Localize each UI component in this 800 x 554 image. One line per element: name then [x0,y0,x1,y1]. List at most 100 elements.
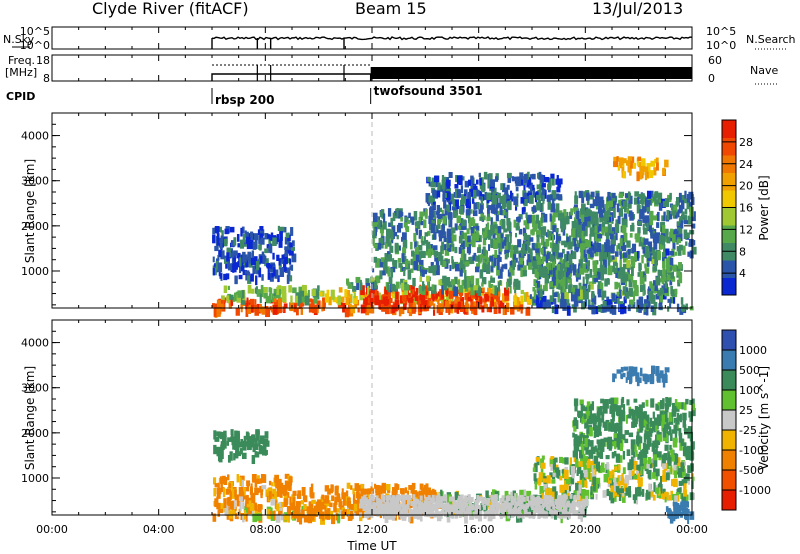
data-cell [236,294,241,303]
data-cell [662,261,666,272]
data-cell [642,284,646,291]
ground-scatter-cell [500,502,504,508]
data-cell [587,284,591,293]
colorbar-tick-label: 24 [739,158,753,171]
data-cell [455,174,459,183]
data-cell [224,505,229,515]
data-cell [649,199,653,206]
data-cell [430,261,434,268]
data-cell [219,273,223,279]
data-cell [419,211,423,217]
data-cell [616,422,619,429]
data-cell [212,477,217,485]
data-cell [381,482,386,491]
data-cell [622,263,628,270]
data-cell [433,175,438,183]
data-cell [630,301,636,309]
data-cell [670,465,673,475]
data-cell [538,265,542,270]
data-cell [220,503,224,510]
data-cell [325,513,329,520]
data-cell [590,282,594,290]
data-cell [419,259,424,269]
data-cell [454,246,458,254]
data-cell [458,175,463,186]
data-cell [387,297,393,304]
data-cell [407,219,411,224]
data-cell [553,491,558,499]
data-cell [534,478,540,484]
data-cell [560,257,563,263]
data-cell [342,509,347,515]
data-cell [216,446,222,457]
data-cell [612,373,617,379]
data-cell [640,464,643,475]
data-cell [542,241,548,249]
data-cell [213,430,217,440]
data-cell [212,234,216,244]
data-cell [262,255,267,262]
data-cell [317,500,321,506]
data-cell [585,253,588,263]
data-cell [228,302,233,309]
data-cell [583,407,588,412]
ground-scatter-cell [585,495,589,501]
data-cell [634,252,638,261]
data-cell [216,487,222,495]
data-cell [658,455,663,461]
data-cell [505,234,510,244]
data-cell [671,494,676,501]
data-cell [355,276,361,283]
data-cell [567,277,572,284]
data-cell [579,265,585,275]
data-cell [433,250,439,257]
data-cell [551,190,557,199]
data-cell [514,257,518,263]
ground-scatter-cell [435,495,439,501]
data-cell [536,232,541,238]
data-cell [652,251,657,259]
data-cell [225,273,230,280]
data-cell [432,265,437,276]
ground-scatter-cell [507,513,511,519]
ground-scatter-cell [488,504,492,510]
data-cell [255,275,258,286]
data-cell [475,179,479,185]
data-cell [583,414,587,419]
data-cell [611,218,614,224]
data-cell [545,238,550,247]
data-cell [557,270,563,280]
data-cell [642,216,645,223]
data-cell [610,244,615,254]
data-cell [555,203,560,213]
data-cell [496,233,501,244]
data-cell [447,258,450,264]
data-cell [633,474,638,479]
data-cell [331,514,336,525]
data-cell [212,267,215,276]
ground-scatter-cell [531,495,535,501]
data-cell [562,270,566,279]
data-cell [294,295,298,303]
data-cell [664,248,670,256]
data-cell [533,494,538,500]
data-cell [397,245,401,251]
data-cell [418,217,421,223]
data-cell [219,431,225,440]
data-cell [617,274,621,279]
data-cell [411,305,416,314]
data-cell [572,228,576,238]
data-cell [538,472,543,481]
data-cell [591,483,595,492]
data-cell [345,297,350,306]
ground-scatter-cell [523,505,526,511]
data-cell [600,215,605,222]
data-cell [538,269,542,277]
data-cell [615,273,618,278]
data-cell [478,172,481,178]
data-cell [599,449,604,459]
data-cell [504,193,509,203]
data-cell [652,440,657,447]
data-cell [232,444,236,450]
data-cell [503,287,509,296]
